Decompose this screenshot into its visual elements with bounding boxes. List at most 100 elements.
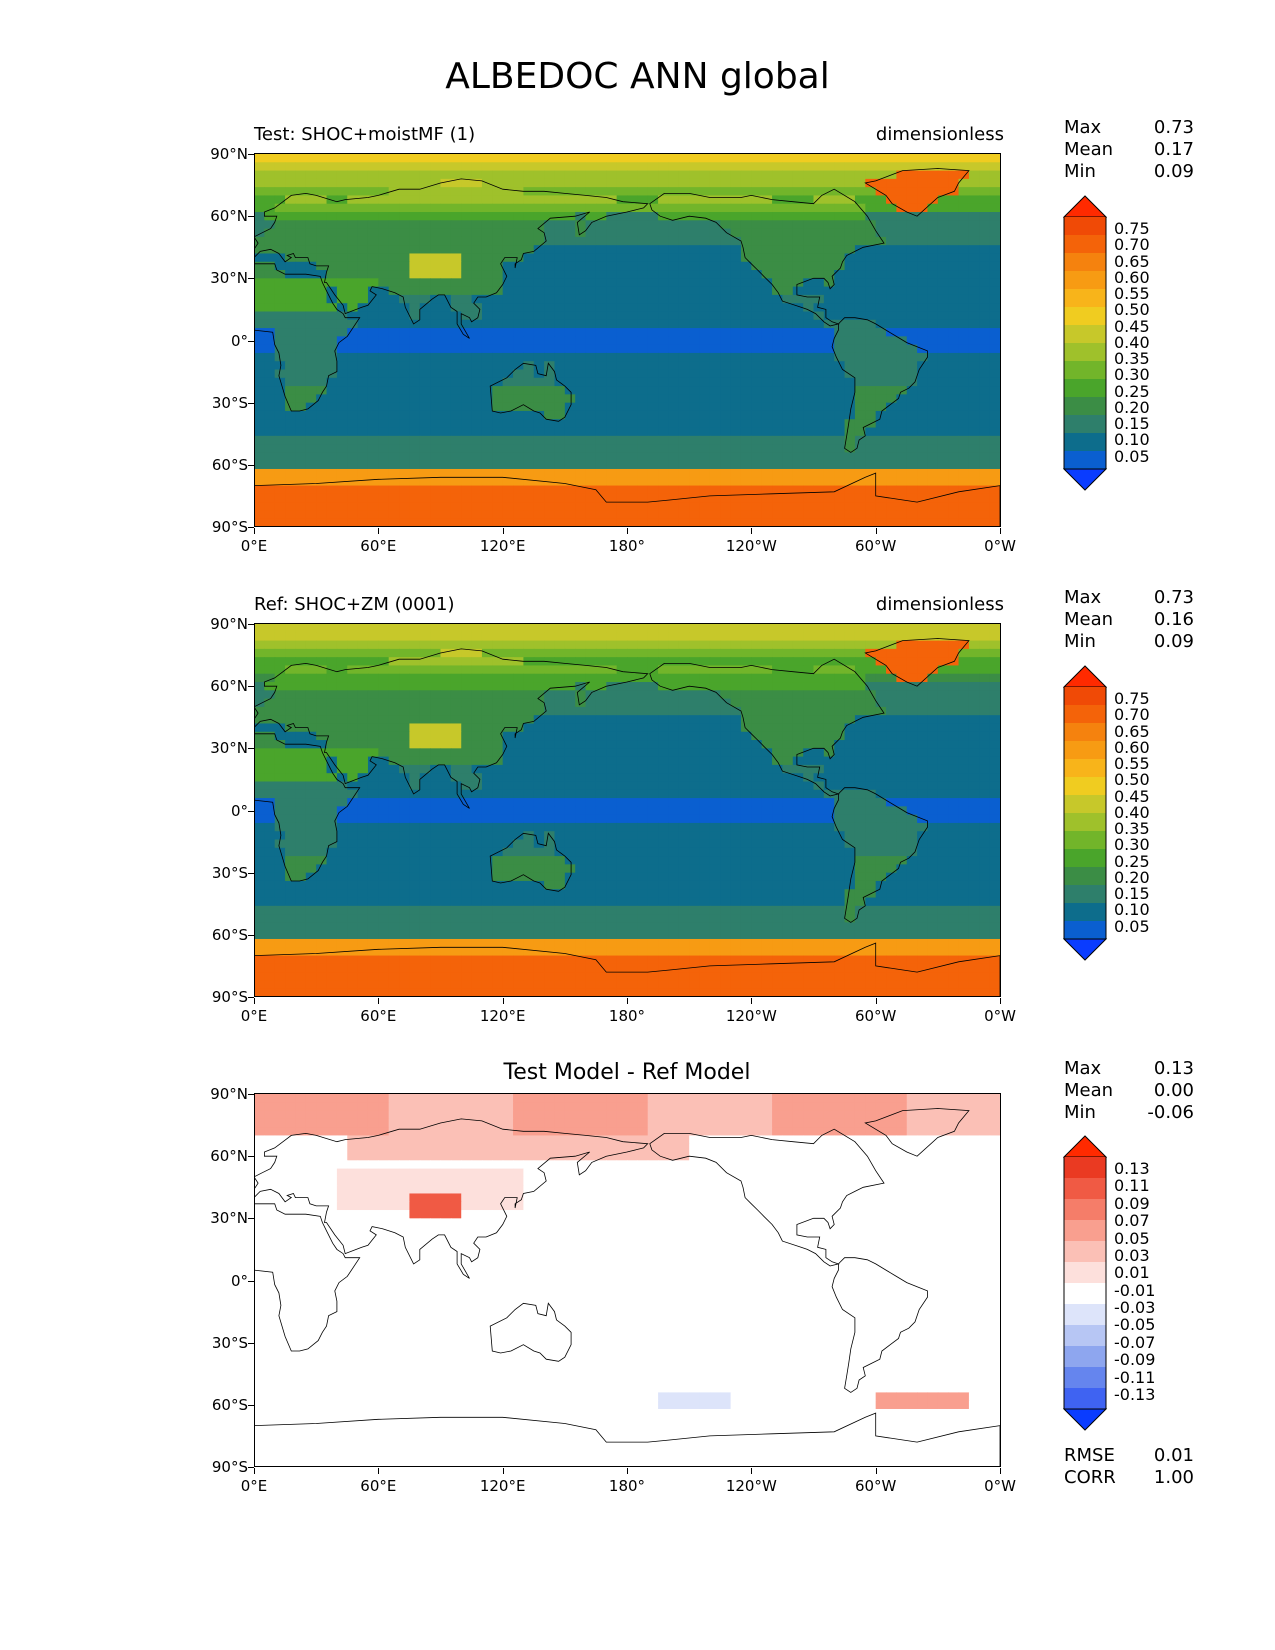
- field-cell: [595, 731, 607, 741]
- field-cell: [336, 377, 348, 387]
- field-cell: [803, 278, 815, 288]
- field-cell: [896, 377, 908, 387]
- field-cell: [668, 369, 680, 379]
- y-tick-label: 30°N: [210, 269, 248, 288]
- field-cell: [699, 328, 711, 337]
- field-cell: [668, 723, 680, 733]
- field-cell: [409, 394, 421, 404]
- field-cell: [678, 195, 690, 205]
- field-cell: [533, 394, 545, 404]
- field-cell: [492, 212, 504, 221]
- field-cell: [481, 303, 493, 313]
- field-cell: [316, 773, 328, 783]
- field-cell: [979, 386, 991, 395]
- field-cell: [513, 806, 524, 816]
- field-cell: [357, 773, 369, 783]
- field-cell: [854, 278, 866, 288]
- field-cell: [917, 444, 929, 453]
- field-cell: [523, 319, 535, 329]
- field-cell: [357, 756, 369, 766]
- field-cell: [399, 690, 411, 700]
- field-cell: [637, 261, 649, 271]
- field-cell: [699, 435, 711, 445]
- field-cell: [627, 286, 638, 296]
- field-cell: [792, 452, 804, 462]
- field-cell: [792, 236, 804, 246]
- field-cell: [285, 485, 297, 495]
- field-cell: [937, 212, 949, 221]
- colorbar-tick-label: 0.35: [1114, 349, 1150, 369]
- field-cell: [316, 386, 328, 395]
- field-cell: [419, 814, 431, 824]
- field-cell: [367, 632, 379, 642]
- field-cell: [430, 170, 442, 180]
- field-cell: [533, 624, 545, 633]
- field-cell: [792, 698, 804, 708]
- field-cell: [751, 278, 763, 288]
- field-cell: [305, 203, 317, 213]
- field-cell: [803, 220, 815, 230]
- field-cell: [689, 740, 701, 749]
- field-cell: [585, 682, 597, 691]
- field-cell: [751, 261, 763, 271]
- field-cell: [678, 748, 690, 758]
- field-cell: [751, 270, 763, 279]
- field-cell: [409, 477, 421, 487]
- field-cell: [481, 748, 493, 758]
- field-cell: [917, 485, 929, 495]
- field-cell: [419, 236, 431, 246]
- field-cell: [968, 640, 980, 650]
- field-cell: [513, 648, 524, 658]
- field-cell: [471, 510, 483, 520]
- field-cell: [968, 477, 980, 487]
- field-cell: [958, 286, 970, 296]
- field-cell: [803, 460, 815, 470]
- field-cell: [399, 311, 411, 321]
- field-cell: [730, 723, 742, 733]
- field-cell: [761, 154, 773, 163]
- field-cell: [709, 740, 721, 749]
- x-tick-label: 120°W: [725, 537, 777, 555]
- field-cell: [378, 806, 390, 816]
- field-cell: [471, 427, 483, 437]
- field-cell: [627, 756, 638, 766]
- field-cell: [523, 162, 535, 172]
- field-cell: [834, 178, 846, 188]
- field-cell: [658, 477, 670, 487]
- field-cell: [844, 665, 856, 675]
- field-cell: [367, 814, 379, 824]
- field-cell: [948, 773, 960, 783]
- field-cell: [440, 377, 452, 387]
- field-cell: [730, 748, 742, 758]
- field-cell: [896, 253, 908, 263]
- field-cell: [740, 278, 752, 288]
- field-cell: [989, 477, 1000, 487]
- field-cell: [740, 236, 752, 246]
- field-cell: [430, 253, 442, 263]
- field-cell: [709, 270, 721, 279]
- field-cell: [316, 706, 328, 716]
- field-cell: [647, 502, 659, 512]
- field-cell: [927, 781, 939, 791]
- field-cell: [419, 419, 431, 429]
- field-cell: [823, 624, 835, 633]
- field-cell: [285, 690, 297, 700]
- field-cell: [274, 477, 286, 487]
- field-cell: [937, 673, 949, 683]
- field-cell: [274, 510, 286, 520]
- field-cell: [823, 203, 835, 213]
- field-cell: [927, 195, 939, 205]
- field-cell: [378, 236, 390, 246]
- field-cell: [813, 648, 825, 658]
- field-cell: [627, 740, 638, 749]
- field-cell: [647, 715, 659, 725]
- field-cell: [937, 294, 949, 304]
- field-cell: [937, 319, 949, 329]
- field-cell: [575, 460, 587, 470]
- field-cell: [979, 806, 991, 816]
- field-cell: [606, 640, 618, 650]
- field-cell: [668, 195, 680, 205]
- field-cell: [730, 502, 742, 512]
- field-cell: [968, 410, 980, 420]
- field-cell: [316, 452, 328, 462]
